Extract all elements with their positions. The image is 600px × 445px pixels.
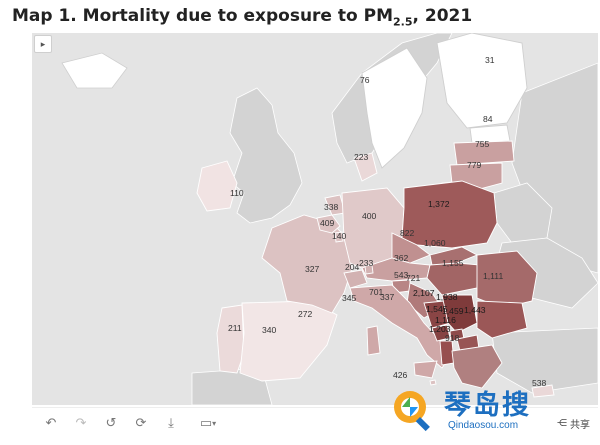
label-netherlands: 338 bbox=[324, 202, 339, 212]
map-canvas[interactable]: 110 211 340 327 409 338 140 400 223 76 3… bbox=[32, 33, 598, 405]
region-iceland bbox=[61, 52, 128, 89]
region-serbia bbox=[441, 294, 478, 334]
share-button[interactable]: ⋲ 共享 bbox=[557, 416, 590, 431]
label-italy-north: 701 bbox=[369, 287, 384, 297]
label-poland: 1,372 bbox=[428, 199, 450, 209]
watermark-logo: 琴岛搜 Qindaosou.com bbox=[388, 385, 548, 439]
download-icon: ⤓ bbox=[168, 415, 174, 431]
label-ireland: 110 bbox=[230, 188, 244, 198]
region-ireland bbox=[196, 160, 238, 212]
label-kosovo: 1,459 bbox=[442, 306, 464, 316]
share-icon: ⋲ bbox=[557, 418, 567, 429]
label-liechtenstein: 233 bbox=[359, 258, 374, 268]
label-bosnia: 2,107 bbox=[413, 288, 435, 298]
label-denmark: 223 bbox=[354, 152, 369, 162]
region-finland bbox=[436, 33, 528, 129]
region-sardinia bbox=[366, 325, 381, 356]
viz-toolbar: ↶ ↷ ↺ ⟳ ⤓ ▭ ▾ ⋲ 共享 bbox=[32, 407, 598, 440]
region-czechia bbox=[391, 232, 431, 264]
pause-icon: ▭ bbox=[199, 415, 213, 431]
label-monaco: 272 bbox=[298, 309, 313, 319]
region-bulgaria bbox=[476, 300, 528, 339]
label-lithuania: 779 bbox=[467, 160, 482, 170]
region-greece bbox=[451, 344, 503, 389]
label-spain: 340 bbox=[262, 325, 277, 335]
region-portugal bbox=[216, 304, 245, 374]
region-latvia bbox=[453, 140, 515, 166]
label-latvia: 755 bbox=[475, 139, 490, 149]
label-albania: 1,203 bbox=[429, 324, 451, 334]
undo-icon: ↶ bbox=[45, 415, 57, 431]
label-cyprus: 538 bbox=[532, 378, 547, 388]
redo-button[interactable]: ↷ bbox=[72, 414, 90, 432]
magnifier-logo-icon bbox=[394, 391, 430, 432]
label-bulgaria: 1,443 bbox=[464, 305, 486, 315]
label-montenegro: 1,545 bbox=[426, 304, 448, 314]
label-france: 327 bbox=[305, 264, 320, 274]
label-croatia: 721 bbox=[406, 273, 421, 283]
map-title: Map 1. Mortality due to exposure to PM2.… bbox=[12, 6, 473, 29]
region-switzerland bbox=[343, 269, 368, 289]
share-label: 共享 bbox=[570, 420, 590, 431]
label-northmacedonia: 1,116 bbox=[435, 315, 456, 325]
label-portugal: 211 bbox=[228, 323, 242, 333]
expand-map-button[interactable]: ▸ bbox=[34, 35, 52, 53]
region-malta bbox=[429, 379, 437, 386]
region-poland bbox=[401, 180, 498, 249]
region-denmark bbox=[353, 152, 378, 182]
region-labels: 110 211 340 327 409 338 140 400 223 76 3… bbox=[228, 55, 547, 388]
label-slovakia: 1,060 bbox=[424, 238, 446, 248]
label-hungary: 1,155 bbox=[442, 258, 464, 268]
label-czechia: 822 bbox=[400, 228, 415, 238]
pause-dropdown[interactable]: ▭ ▾ bbox=[199, 415, 217, 431]
label-luxembourg: 140 bbox=[332, 231, 347, 241]
region-luxembourg bbox=[334, 231, 344, 243]
label-romania: 1,111 bbox=[483, 271, 503, 281]
label-slovenia: 543 bbox=[394, 270, 409, 280]
watermark-text: 琴岛搜 bbox=[444, 390, 531, 421]
refresh-button[interactable]: ⟳ bbox=[132, 414, 150, 432]
label-belgium: 409 bbox=[320, 218, 335, 228]
region-sicily bbox=[413, 360, 438, 379]
revert-button[interactable]: ↺ bbox=[102, 414, 120, 432]
revert-icon: ↺ bbox=[105, 415, 117, 431]
label-italy: 345 bbox=[342, 293, 357, 303]
region-belgium bbox=[316, 214, 341, 234]
refresh-icon: ⟳ bbox=[135, 415, 147, 431]
label-germany: 400 bbox=[362, 211, 377, 221]
label-estonia: 84 bbox=[483, 114, 493, 124]
label-sweden: 76 bbox=[360, 75, 370, 85]
label-greece: 918 bbox=[445, 333, 460, 343]
region-cyprus bbox=[531, 384, 555, 398]
label-finland: 31 bbox=[485, 55, 495, 65]
label-switzerland: 204 bbox=[345, 262, 360, 272]
region-liechtenstein bbox=[364, 264, 374, 275]
label-austria: 362 bbox=[394, 253, 409, 263]
region-sweden bbox=[361, 47, 428, 169]
region-slovakia bbox=[429, 246, 479, 266]
label-serbia: 1,938 bbox=[436, 292, 458, 302]
label-malta: 426 bbox=[393, 370, 408, 380]
undo-button[interactable]: ↶ bbox=[42, 414, 60, 432]
watermark-url: Qindaosou.com bbox=[448, 420, 519, 431]
region-montenegro bbox=[431, 324, 451, 342]
redo-icon: ↷ bbox=[75, 415, 87, 431]
region-uk bbox=[229, 87, 303, 224]
europe-map[interactable]: 110 211 340 327 409 338 140 400 223 76 3… bbox=[32, 33, 598, 405]
label-sanmarino: 337 bbox=[380, 292, 395, 302]
download-button[interactable]: ⤓ bbox=[162, 414, 180, 432]
